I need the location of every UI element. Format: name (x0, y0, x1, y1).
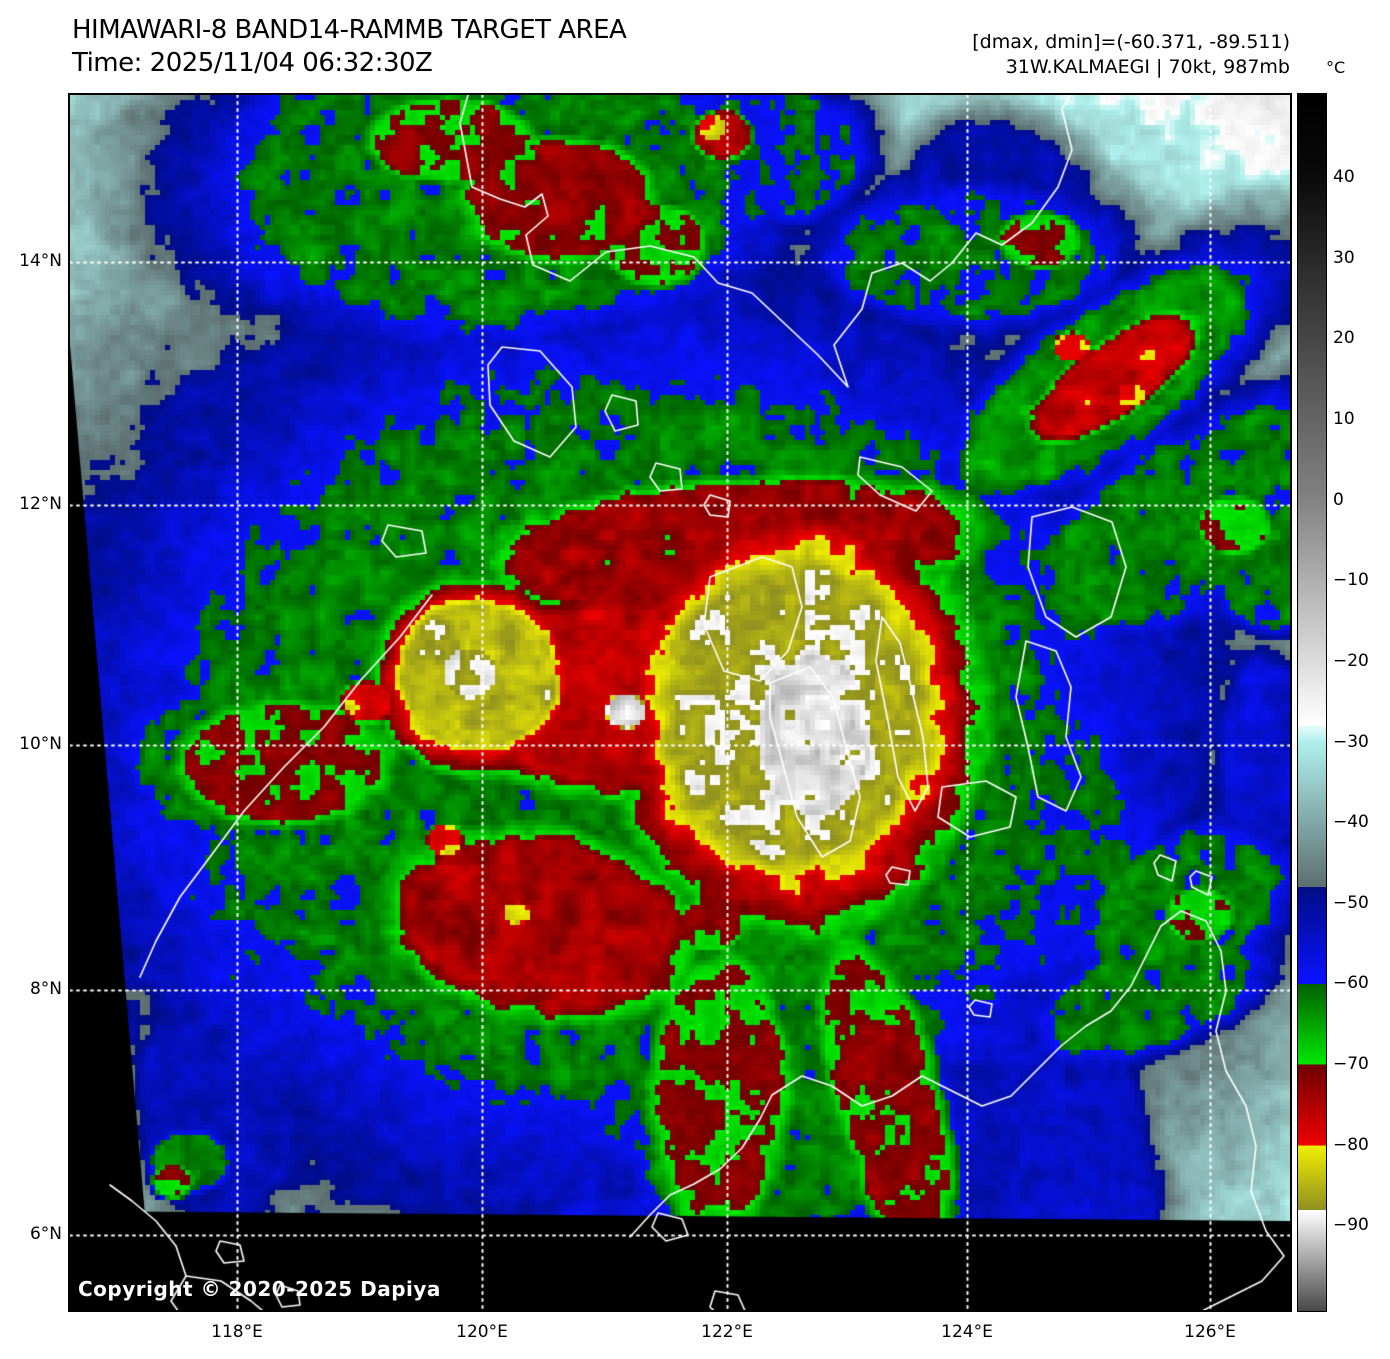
colorbar-tick-label: −80 (1333, 1134, 1369, 1155)
colorbar-tick-label: −70 (1333, 1054, 1369, 1075)
page-title: HIMAWARI-8 BAND14-RAMMB TARGET AREA (72, 15, 627, 45)
colorbar-tick-label: 10 (1333, 409, 1355, 430)
lon-tick-label: 124°E (941, 1322, 993, 1342)
info-block: [dmax, dmin]=(-60.371, -89.511) 31W.KALM… (972, 30, 1290, 80)
colorbar-gradient (1298, 94, 1326, 1311)
colorbar-tick-label: 20 (1333, 328, 1355, 349)
dmax-dmin-readout: [dmax, dmin]=(-60.371, -89.511) (972, 31, 1290, 53)
colorbar-tick-label: −20 (1333, 650, 1369, 671)
lat-tick-label: 12°N (19, 494, 62, 514)
title-block: HIMAWARI-8 BAND14-RAMMB TARGET AREA Time… (72, 14, 627, 80)
lon-tick-label: 120°E (456, 1322, 508, 1342)
lon-tick-label: 122°E (701, 1322, 753, 1342)
lat-tick-label: 6°N (29, 1224, 62, 1244)
temperature-colorbar (1297, 93, 1327, 1312)
colorbar-tick-label: −60 (1333, 973, 1369, 994)
timestamp: Time: 2025/11/04 06:32:30Z (72, 48, 433, 78)
satellite-imagery-canvas (70, 95, 1290, 1310)
lat-tick-label: 14°N (19, 251, 62, 271)
lon-tick-label: 118°E (211, 1322, 263, 1342)
satellite-map: Copyright © 2020-2025 Dapiya (68, 93, 1292, 1312)
lon-tick-label: 126°E (1184, 1322, 1236, 1342)
colorbar-tick-label: −50 (1333, 892, 1369, 913)
storm-info: 31W.KALMAEGI | 70kt, 987mb (1005, 56, 1290, 78)
colorbar-tick-label: 0 (1333, 489, 1344, 510)
colorbar-tick-label: 30 (1333, 247, 1355, 268)
colorbar-tick-label: −90 (1333, 1215, 1369, 1236)
lat-tick-label: 8°N (29, 979, 62, 999)
latitude-axis-labels: 14°N 12°N 10°N 8°N 6°N (0, 0, 62, 1359)
colorbar-unit-label: °C (1326, 58, 1346, 77)
colorbar-tick-labels: 40 30 20 10 0 −10 −20 −30 −40 −50 −60 −70 −80 −90 (1333, 0, 1390, 1359)
copyright-text: Copyright © 2020-2025 Dapiya (78, 1277, 441, 1301)
colorbar-tick-label: 40 (1333, 167, 1355, 188)
colorbar-tick-label: −40 (1333, 812, 1369, 833)
lat-tick-label: 10°N (19, 734, 62, 754)
colorbar-tick-label: −10 (1333, 570, 1369, 591)
colorbar-tick-label: −30 (1333, 731, 1369, 752)
